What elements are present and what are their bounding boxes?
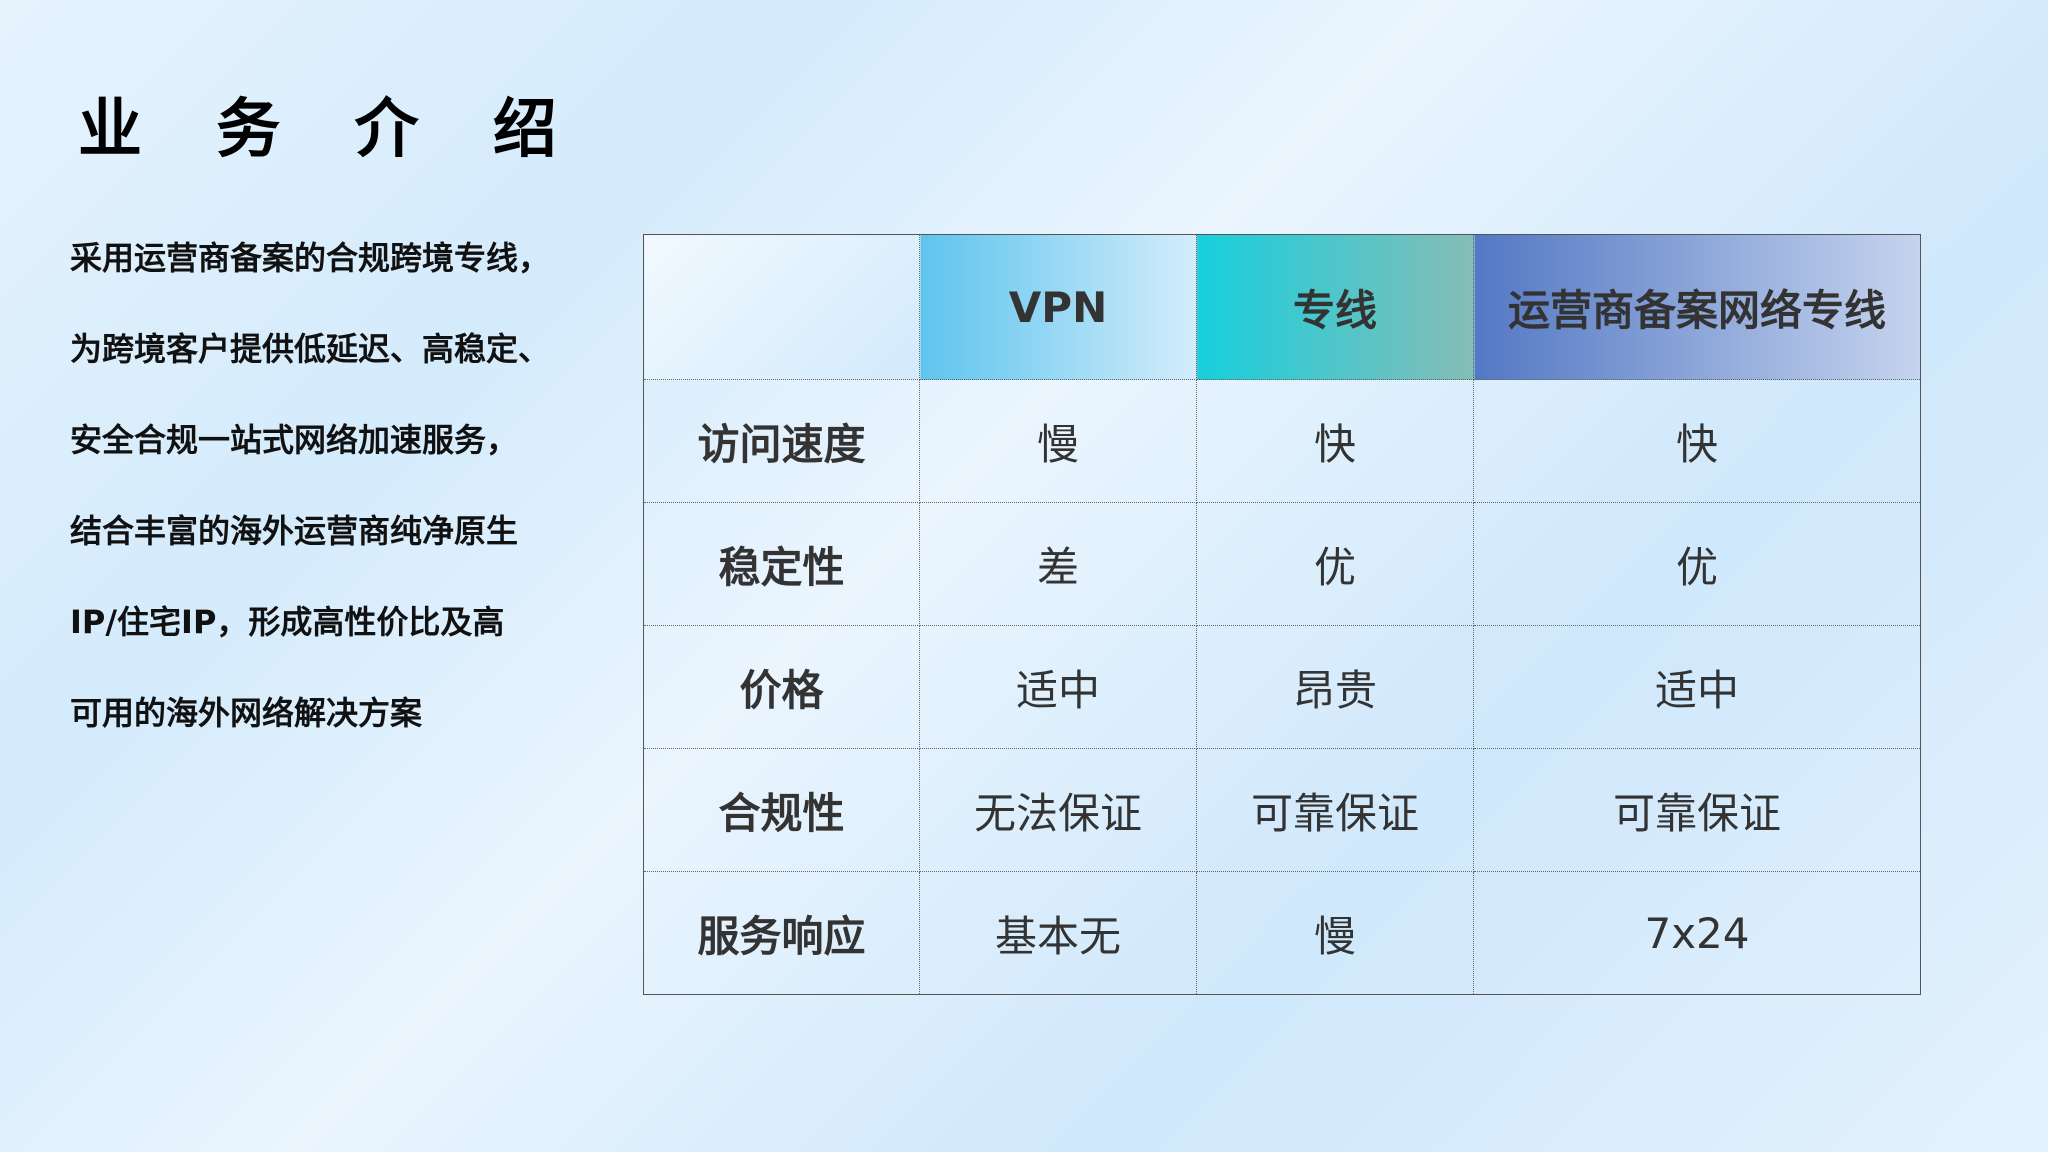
table-cell: 优 bbox=[1473, 502, 1921, 626]
intro-paragraph: 采用运营商备案的合规跨境专线， 为跨境客户提供低延迟、高稳定、 安全合规一站式网… bbox=[70, 213, 610, 759]
table-cell: 昂贵 bbox=[1196, 625, 1474, 749]
table-cell: 无法保证 bbox=[919, 748, 1197, 872]
table-cell: 快 bbox=[1473, 379, 1921, 503]
intro-line: 采用运营商备案的合规跨境专线， bbox=[70, 239, 551, 277]
row-header: 合规性 bbox=[643, 748, 920, 872]
table-cell: 7x24 bbox=[1473, 871, 1921, 995]
page-title: 业 务 介 绍 bbox=[78, 93, 583, 167]
comparison-table: VPN 专线 运营商备案网络专线 访问速度慢快快稳定性差优优价格 适中 昂贵 适中 合规… bbox=[643, 234, 1921, 995]
table-row: 稳定性差优优 bbox=[643, 502, 1921, 626]
header-empty bbox=[643, 234, 920, 380]
table-cell: 适中 bbox=[1473, 625, 1921, 749]
table-cell: 基本无 bbox=[919, 871, 1197, 995]
table-cell: 差 bbox=[919, 502, 1197, 626]
table-row: 访问速度慢快快 bbox=[643, 379, 1921, 503]
table-cell: 优 bbox=[1196, 502, 1474, 626]
row-header: 稳定性 bbox=[643, 502, 920, 626]
intro-line: 结合丰富的海外运营商纯净原生 bbox=[70, 512, 519, 550]
table-cell: 可靠保证 bbox=[1473, 748, 1921, 872]
table-row: 合规性 无法保证 可靠保证 可靠保证 bbox=[643, 748, 1921, 872]
table-header-row: VPN 专线 运营商备案网络专线 bbox=[643, 234, 1921, 380]
table-cell: 适中 bbox=[919, 625, 1197, 749]
row-header: 价格 bbox=[643, 625, 920, 749]
intro-line: 为跨境客户提供低延迟、高稳定、 bbox=[70, 330, 551, 368]
intro-line: 可用的海外网络解决方案 bbox=[70, 694, 423, 732]
table-cell: 慢 bbox=[1196, 871, 1474, 995]
table-cell: 慢 bbox=[919, 379, 1197, 503]
header-carrier-line: 运营商备案网络专线 bbox=[1473, 234, 1921, 380]
table-cell: 快 bbox=[1196, 379, 1474, 503]
table-cell: 可靠保证 bbox=[1196, 748, 1474, 872]
table-row: 服务响应 基本无慢 7x24 bbox=[643, 871, 1921, 995]
row-header: 访问速度 bbox=[643, 379, 920, 503]
header-vpn: VPN bbox=[919, 234, 1197, 380]
row-header: 服务响应 bbox=[643, 871, 920, 995]
intro-line: 安全合规一站式网络加速服务， bbox=[70, 421, 519, 459]
header-dedicated-line: 专线 bbox=[1196, 234, 1474, 380]
intro-line: IP/住宅IP，形成高性价比及高 bbox=[70, 603, 505, 641]
table-row: 价格 适中 昂贵 适中 bbox=[643, 625, 1921, 749]
